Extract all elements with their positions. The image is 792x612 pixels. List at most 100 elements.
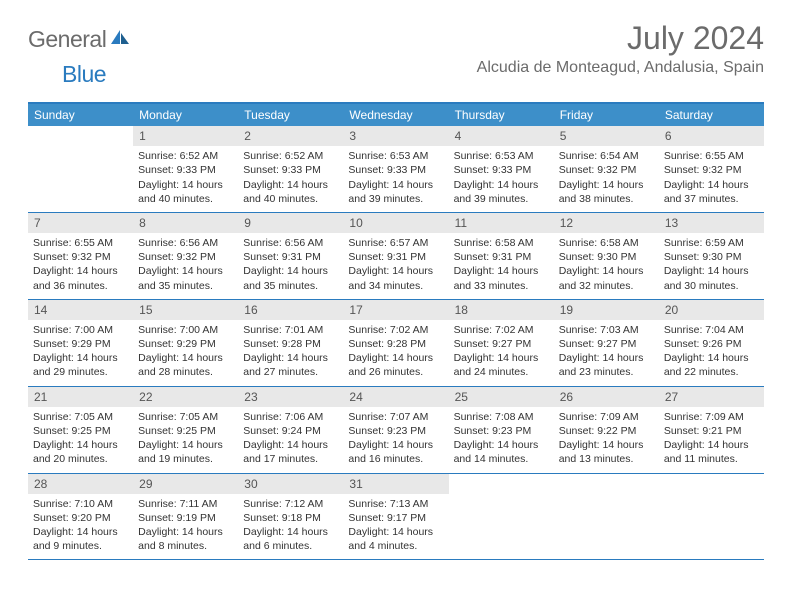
day-number: 25 [449,387,554,407]
day-number: 4 [449,126,554,146]
day-body: Sunrise: 7:03 AMSunset: 9:27 PMDaylight:… [554,320,659,386]
sunrise-text: Sunrise: 7:12 AM [243,497,338,511]
day-body: Sunrise: 7:10 AMSunset: 9:20 PMDaylight:… [28,494,133,560]
day-cell: 20Sunrise: 7:04 AMSunset: 9:26 PMDayligh… [659,300,764,386]
daylight-text: Daylight: 14 hours and 17 minutes. [243,438,338,466]
day-body: Sunrise: 6:58 AMSunset: 9:30 PMDaylight:… [554,233,659,299]
daylight-text: Daylight: 14 hours and 32 minutes. [559,264,654,292]
sunset-text: Sunset: 9:29 PM [138,337,233,351]
sunrise-text: Sunrise: 7:06 AM [243,410,338,424]
sunrise-text: Sunrise: 6:53 AM [348,149,443,163]
day-number: 14 [28,300,133,320]
day-body: Sunrise: 6:53 AMSunset: 9:33 PMDaylight:… [449,146,554,212]
sunrise-text: Sunrise: 6:53 AM [454,149,549,163]
month-title: July 2024 [477,20,764,57]
day-body: Sunrise: 6:57 AMSunset: 9:31 PMDaylight:… [343,233,448,299]
day-number: 19 [554,300,659,320]
day-number: 7 [28,213,133,233]
day-number [449,474,554,494]
sunset-text: Sunset: 9:28 PM [348,337,443,351]
sunrise-text: Sunrise: 6:55 AM [33,236,128,250]
day-cell: 24Sunrise: 7:07 AMSunset: 9:23 PMDayligh… [343,387,448,473]
daylight-text: Daylight: 14 hours and 19 minutes. [138,438,233,466]
daylight-text: Daylight: 14 hours and 24 minutes. [454,351,549,379]
daylight-text: Daylight: 14 hours and 34 minutes. [348,264,443,292]
sunset-text: Sunset: 9:21 PM [664,424,759,438]
day-cell: 4Sunrise: 6:53 AMSunset: 9:33 PMDaylight… [449,126,554,212]
day-cell: 29Sunrise: 7:11 AMSunset: 9:19 PMDayligh… [133,474,238,560]
day-cell [28,126,133,212]
sunset-text: Sunset: 9:27 PM [559,337,654,351]
day-body: Sunrise: 6:59 AMSunset: 9:30 PMDaylight:… [659,233,764,299]
day-body: Sunrise: 7:00 AMSunset: 9:29 PMDaylight:… [28,320,133,386]
day-cell: 5Sunrise: 6:54 AMSunset: 9:32 PMDaylight… [554,126,659,212]
logo: General [28,20,133,53]
dow-row: Sunday Monday Tuesday Wednesday Thursday… [28,104,764,126]
sunset-text: Sunset: 9:30 PM [559,250,654,264]
daylight-text: Daylight: 14 hours and 40 minutes. [138,178,233,206]
day-body: Sunrise: 7:05 AMSunset: 9:25 PMDaylight:… [133,407,238,473]
day-cell: 1Sunrise: 6:52 AMSunset: 9:33 PMDaylight… [133,126,238,212]
day-number: 22 [133,387,238,407]
location: Alcudia de Monteagud, Andalusia, Spain [477,59,764,77]
daylight-text: Daylight: 14 hours and 35 minutes. [243,264,338,292]
day-number: 30 [238,474,343,494]
sunrise-text: Sunrise: 6:55 AM [664,149,759,163]
sunset-text: Sunset: 9:33 PM [243,163,338,177]
sunrise-text: Sunrise: 6:57 AM [348,236,443,250]
sunrise-text: Sunrise: 6:56 AM [138,236,233,250]
sunset-text: Sunset: 9:32 PM [559,163,654,177]
day-body: Sunrise: 6:54 AMSunset: 9:32 PMDaylight:… [554,146,659,212]
daylight-text: Daylight: 14 hours and 37 minutes. [664,178,759,206]
sunset-text: Sunset: 9:33 PM [138,163,233,177]
sunrise-text: Sunrise: 7:09 AM [664,410,759,424]
day-cell: 16Sunrise: 7:01 AMSunset: 9:28 PMDayligh… [238,300,343,386]
day-cell [554,474,659,560]
day-cell: 14Sunrise: 7:00 AMSunset: 9:29 PMDayligh… [28,300,133,386]
sunrise-text: Sunrise: 6:56 AM [243,236,338,250]
day-number: 16 [238,300,343,320]
day-body: Sunrise: 6:56 AMSunset: 9:31 PMDaylight:… [238,233,343,299]
sunrise-text: Sunrise: 7:05 AM [138,410,233,424]
daylight-text: Daylight: 14 hours and 26 minutes. [348,351,443,379]
day-cell: 9Sunrise: 6:56 AMSunset: 9:31 PMDaylight… [238,213,343,299]
day-cell: 25Sunrise: 7:08 AMSunset: 9:23 PMDayligh… [449,387,554,473]
day-number: 20 [659,300,764,320]
day-number: 10 [343,213,448,233]
dow-friday: Friday [554,104,659,126]
week-row: 7Sunrise: 6:55 AMSunset: 9:32 PMDaylight… [28,213,764,300]
sunrise-text: Sunrise: 7:09 AM [559,410,654,424]
day-body: Sunrise: 7:01 AMSunset: 9:28 PMDaylight:… [238,320,343,386]
sunset-text: Sunset: 9:22 PM [559,424,654,438]
sunrise-text: Sunrise: 7:07 AM [348,410,443,424]
day-number: 6 [659,126,764,146]
day-number: 2 [238,126,343,146]
day-cell: 2 Sunrise: 6:52 AMSunset: 9:33 PMDaylight… [238,126,343,212]
sunset-text: Sunset: 9:32 PM [664,163,759,177]
logo-text-blue: Blue [62,61,106,88]
sunset-text: Sunset: 9:31 PM [243,250,338,264]
daylight-text: Daylight: 14 hours and 40 minutes. [243,178,338,206]
day-number: 13 [659,213,764,233]
daylight-text: Daylight: 14 hours and 13 minutes. [559,438,654,466]
sunset-text: Sunset: 9:23 PM [348,424,443,438]
day-number: 18 [449,300,554,320]
day-number: 11 [449,213,554,233]
day-cell: 21Sunrise: 7:05 AMSunset: 9:25 PMDayligh… [28,387,133,473]
daylight-text: Daylight: 14 hours and 29 minutes. [33,351,128,379]
sunrise-text: Sunrise: 6:52 AM [243,149,338,163]
sunset-text: Sunset: 9:25 PM [138,424,233,438]
daylight-text: Daylight: 14 hours and 11 minutes. [664,438,759,466]
sunrise-text: Sunrise: 7:00 AM [33,323,128,337]
day-cell: 13Sunrise: 6:59 AMSunset: 9:30 PMDayligh… [659,213,764,299]
daylight-text: Daylight: 14 hours and 38 minutes. [559,178,654,206]
daylight-text: Daylight: 14 hours and 20 minutes. [33,438,128,466]
sunrise-text: Sunrise: 7:11 AM [138,497,233,511]
sunset-text: Sunset: 9:31 PM [454,250,549,264]
week-row: 1Sunrise: 6:52 AMSunset: 9:33 PMDaylight… [28,126,764,213]
sunrise-text: Sunrise: 7:01 AM [243,323,338,337]
day-number: 27 [659,387,764,407]
week-row: 21Sunrise: 7:05 AMSunset: 9:25 PMDayligh… [28,387,764,474]
day-cell: 31Sunrise: 7:13 AMSunset: 9:17 PMDayligh… [343,474,448,560]
daylight-text: Daylight: 14 hours and 16 minutes. [348,438,443,466]
